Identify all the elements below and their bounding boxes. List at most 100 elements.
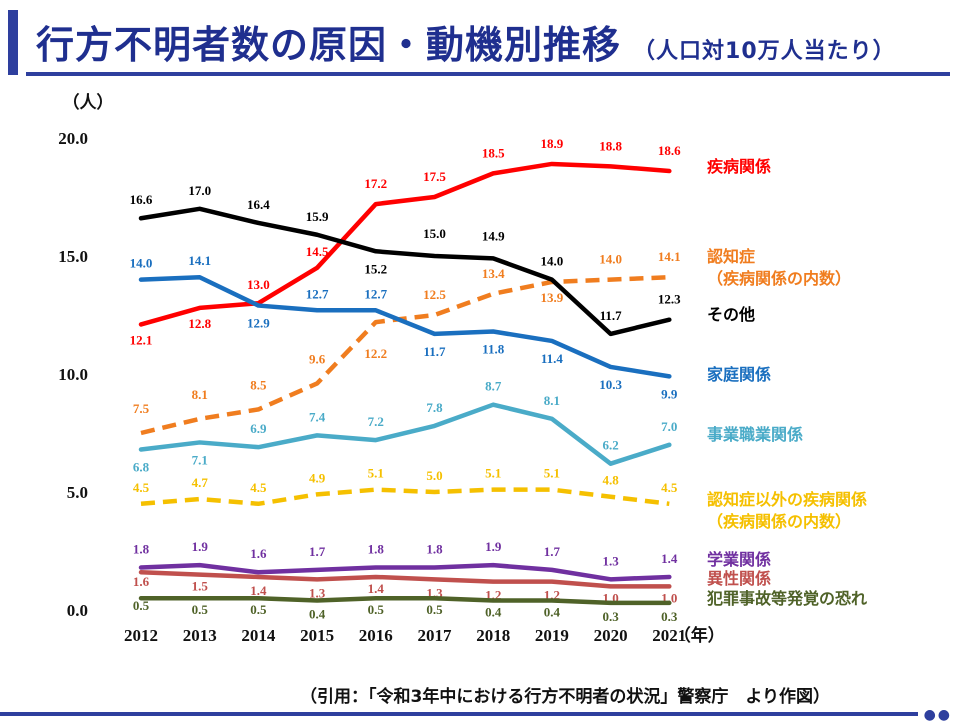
legend-label: 犯罪事故等発覚の恐れ bbox=[706, 589, 867, 608]
data-label: 1.9 bbox=[485, 539, 502, 554]
series-line bbox=[138, 206, 672, 337]
data-label: 12.7 bbox=[364, 286, 387, 301]
data-label: 12.5 bbox=[423, 287, 446, 302]
data-label: 1.4 bbox=[250, 583, 267, 598]
data-label: 18.6 bbox=[658, 143, 681, 158]
data-label: 4.8 bbox=[602, 473, 619, 488]
legend-label: 事業職業関係 bbox=[707, 425, 803, 444]
x-tick-label: 2018 bbox=[476, 626, 510, 645]
data-label: 5.1 bbox=[544, 466, 560, 481]
data-label: 0.3 bbox=[661, 609, 678, 624]
data-label: 0.5 bbox=[426, 602, 443, 617]
data-label: 1.8 bbox=[426, 542, 443, 557]
data-label: 0.5 bbox=[250, 602, 267, 617]
legend-label: 学業関係 bbox=[707, 550, 771, 569]
series-line bbox=[138, 569, 672, 589]
data-label: 5.0 bbox=[426, 468, 442, 483]
data-label: 12.9 bbox=[247, 316, 270, 331]
data-label: 18.8 bbox=[599, 138, 622, 153]
data-label: 9.9 bbox=[661, 386, 678, 401]
data-label: 1.5 bbox=[192, 579, 209, 594]
data-label: 8.1 bbox=[192, 387, 208, 402]
data-label: 8.1 bbox=[544, 393, 560, 408]
legend-label: 家庭関係 bbox=[707, 365, 771, 384]
data-label: 4.9 bbox=[309, 470, 326, 485]
legend-label: （疾病関係の内数） bbox=[707, 512, 851, 531]
data-label: 7.1 bbox=[192, 452, 208, 467]
x-tick-label: 2013 bbox=[183, 626, 217, 645]
data-label: 8.7 bbox=[485, 379, 502, 394]
x-tick-label: 2016 bbox=[359, 626, 393, 645]
data-label: 0.4 bbox=[309, 607, 326, 622]
data-label: 1.8 bbox=[133, 542, 150, 557]
data-label: 1.7 bbox=[544, 544, 561, 559]
y-tick-label: 0.0 bbox=[67, 601, 88, 620]
data-label: 18.5 bbox=[482, 145, 505, 160]
legend-label: 異性関係 bbox=[707, 569, 771, 588]
data-label: 7.0 bbox=[661, 419, 677, 434]
data-label: 6.9 bbox=[250, 421, 267, 436]
data-label: 1.6 bbox=[250, 546, 267, 561]
data-label: 9.6 bbox=[309, 351, 326, 366]
y-tick-label: 15.0 bbox=[58, 247, 88, 266]
data-label: 16.4 bbox=[247, 197, 270, 212]
data-label: 8.5 bbox=[250, 377, 267, 392]
data-label: 6.2 bbox=[602, 438, 618, 453]
data-label: 15.9 bbox=[306, 209, 329, 224]
legend-label: 認知症以外の疾病関係 bbox=[707, 490, 867, 509]
data-label: 13.4 bbox=[482, 266, 505, 281]
series-line bbox=[138, 161, 672, 327]
series-line bbox=[138, 402, 672, 466]
data-label: 4.5 bbox=[250, 480, 267, 495]
x-tick-label: 2021 bbox=[652, 626, 686, 645]
data-label: 14.0 bbox=[541, 254, 564, 269]
data-label: 13.9 bbox=[541, 290, 564, 305]
data-label: 0.5 bbox=[133, 598, 150, 613]
data-label: 12.1 bbox=[130, 332, 153, 347]
footer-dots: ●● bbox=[923, 707, 952, 723]
data-label: 1.7 bbox=[309, 544, 326, 559]
data-label: 7.4 bbox=[309, 409, 326, 424]
line-chart: （人） 0.0 5.0 10.0 15.0 20.0 2012 2013 2014 2015 201… bbox=[58, 92, 867, 646]
data-label: 7.2 bbox=[368, 414, 384, 429]
data-label: 0.3 bbox=[602, 609, 619, 624]
page-title: 行方不明者数の原因・動機別推移 （人口対10万人当たり） bbox=[36, 14, 896, 69]
data-label: 14.1 bbox=[188, 253, 211, 268]
legend-label: （疾病関係の内数） bbox=[707, 269, 851, 288]
data-label: 11.7 bbox=[423, 344, 446, 359]
data-label: 11.7 bbox=[600, 308, 623, 323]
source-citation: （引用：「令和3年中における行方不明者の状況」警察庁 より作図） bbox=[300, 687, 830, 707]
data-label: 13.0 bbox=[247, 277, 270, 292]
data-label: 12.2 bbox=[364, 346, 387, 361]
data-label: 14.9 bbox=[482, 228, 505, 243]
data-label: 1.4 bbox=[661, 551, 678, 566]
data-label: 18.9 bbox=[541, 136, 564, 151]
title-subtitle: （人口対10万人当たり） bbox=[633, 39, 896, 64]
data-label: 12.3 bbox=[658, 292, 681, 307]
x-tick-label: 2017 bbox=[418, 626, 453, 645]
data-label: 14.1 bbox=[658, 249, 681, 264]
data-label: 17.5 bbox=[423, 169, 446, 184]
data-label: 14.5 bbox=[306, 244, 329, 259]
series-line bbox=[140, 487, 670, 507]
data-label: 5.1 bbox=[485, 466, 501, 481]
x-tick-label: 2019 bbox=[535, 626, 569, 645]
data-label: 0.4 bbox=[485, 605, 502, 620]
data-label: 10.3 bbox=[599, 377, 622, 392]
x-tick-label: 2020 bbox=[594, 626, 628, 645]
data-label: 7.8 bbox=[426, 400, 443, 415]
legend-label: 認知症 bbox=[707, 247, 755, 266]
legend-label: 疾病関係 bbox=[707, 157, 771, 176]
x-tick-label: 2012 bbox=[124, 626, 158, 645]
data-label: 1.4 bbox=[368, 581, 385, 596]
data-label: 7.5 bbox=[133, 401, 150, 416]
title-accent-bar bbox=[8, 10, 18, 75]
data-label: 1.8 bbox=[368, 542, 385, 557]
y-tick-label: 10.0 bbox=[58, 365, 88, 384]
data-label: 12.8 bbox=[188, 316, 211, 331]
data-label: 6.8 bbox=[133, 460, 150, 475]
data-label: 16.6 bbox=[130, 192, 153, 207]
title-divider bbox=[26, 72, 950, 76]
data-label: 0.5 bbox=[368, 602, 385, 617]
data-label: 15.2 bbox=[364, 261, 387, 276]
